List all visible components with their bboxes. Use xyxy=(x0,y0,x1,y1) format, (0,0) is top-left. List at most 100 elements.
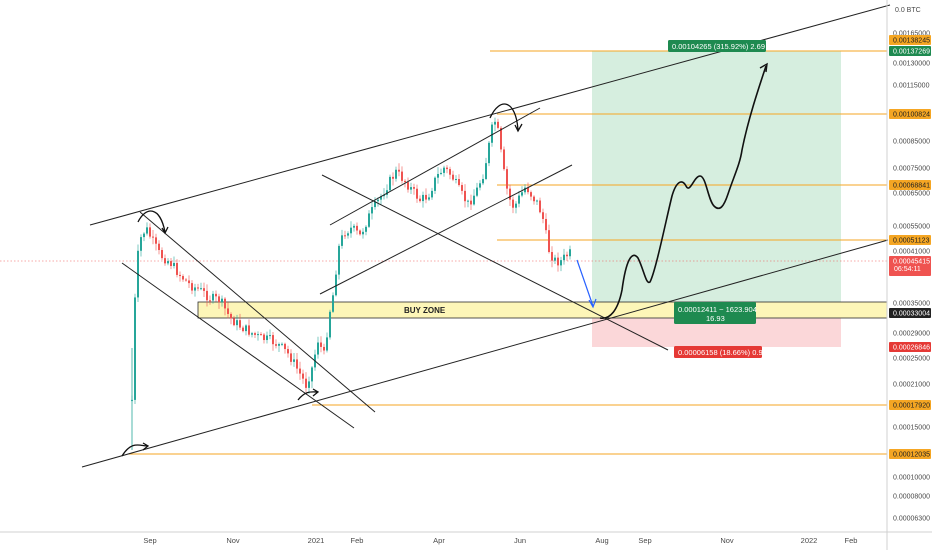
candle-body xyxy=(380,196,382,200)
candle-body xyxy=(302,373,304,379)
price-level-tag xyxy=(889,342,931,352)
candle-body xyxy=(554,257,556,261)
candle-body xyxy=(191,283,193,291)
candle-body xyxy=(272,335,274,345)
candle-body xyxy=(233,318,235,326)
price-level-value: 0.00100824 xyxy=(893,112,930,119)
candle-body xyxy=(350,227,352,234)
y-tick-label: 0.00165000 xyxy=(893,31,930,38)
candle-body xyxy=(194,287,196,291)
candle-body xyxy=(524,187,526,193)
candle-body xyxy=(326,337,328,351)
x-tick-label: Nov xyxy=(720,536,734,545)
y-tick-label: 0.00025000 xyxy=(893,356,930,363)
price-level-value: 0.00033004 xyxy=(893,311,930,318)
candle-body xyxy=(296,359,298,369)
diagonal-to-buy-zone xyxy=(321,174,669,351)
candle-body xyxy=(437,173,439,178)
candle-body xyxy=(545,218,547,231)
candle-body xyxy=(335,274,337,296)
candle-body xyxy=(374,201,376,208)
reversal-arrows xyxy=(121,103,523,457)
y-tick-label: 0.00055000 xyxy=(893,224,930,231)
price-level-value: 0.00026846 xyxy=(893,345,930,352)
candle-body xyxy=(506,169,508,189)
y-tick-label: 0.00029000 xyxy=(893,331,930,338)
candle-body xyxy=(395,169,397,179)
price-level-tag xyxy=(889,180,931,190)
candle-body xyxy=(287,349,289,354)
y-tick-label: 0.00015000 xyxy=(893,425,930,432)
y-tick-label: 0.00130000 xyxy=(893,61,930,68)
candle-body xyxy=(305,378,307,388)
candle-body xyxy=(362,231,364,235)
price-level-tag xyxy=(889,449,931,459)
candle-body xyxy=(344,235,346,237)
candle-body xyxy=(197,287,199,289)
candle-body xyxy=(200,288,202,290)
price-level-value: 0.00137269 xyxy=(893,49,930,56)
y-tick-label: 0.00115000 xyxy=(893,83,930,90)
candle-body xyxy=(293,359,295,362)
price-level-tag xyxy=(889,46,931,56)
x-tick-label: Aug xyxy=(595,536,608,545)
price-level-tag xyxy=(889,109,931,119)
x-tick-label: Nov xyxy=(226,536,240,545)
candle-body xyxy=(353,225,355,228)
candle-body xyxy=(143,233,145,238)
lower-channel-line xyxy=(81,239,889,468)
candle-body xyxy=(455,179,457,181)
price-level-tag xyxy=(889,400,931,410)
candle-body xyxy=(167,261,169,264)
candle-body xyxy=(206,290,208,301)
rising-channel-bottom xyxy=(319,164,573,295)
candle-body xyxy=(401,171,403,181)
x-tick-label: Jun xyxy=(514,536,526,545)
candle-body xyxy=(392,176,394,179)
entry-label-box xyxy=(674,302,756,324)
candle-body xyxy=(383,194,385,197)
x-tick-label: 2021 xyxy=(308,536,325,545)
bottom-arrow-1 xyxy=(121,442,150,457)
target-zone xyxy=(592,51,841,318)
candle-body xyxy=(419,198,421,202)
candle-body xyxy=(188,280,190,284)
x-tick-label: Apr xyxy=(433,536,445,545)
x-tick-label: Sep xyxy=(638,536,651,545)
price-level-tag xyxy=(889,308,931,318)
candle-body xyxy=(155,237,157,244)
candle-body xyxy=(482,178,484,184)
candle-body xyxy=(173,262,175,267)
price-level-tag xyxy=(889,256,931,276)
top-arrow-2 xyxy=(489,103,523,133)
price-level-value: 0.00017920 xyxy=(893,403,930,410)
candle-body xyxy=(500,127,502,150)
candle-body xyxy=(263,334,265,341)
y-tick-label: 0.00008000 xyxy=(893,494,930,501)
candle-body xyxy=(182,276,184,280)
candle-body xyxy=(341,235,343,246)
candle-body xyxy=(227,308,229,314)
candle-body xyxy=(185,279,187,281)
candle-body xyxy=(203,288,205,291)
rising-channel-top xyxy=(329,107,541,226)
candle-body xyxy=(434,177,436,191)
candle-body xyxy=(563,254,565,261)
candle-body xyxy=(140,237,142,251)
y-tick-label: 0.00021000 xyxy=(893,382,930,389)
buy-zone xyxy=(197,301,888,319)
candle-body xyxy=(170,261,172,267)
entry-label-1: 0.00012411 ~ 1623.904 xyxy=(678,305,757,314)
candle-body xyxy=(218,296,220,303)
candle-body xyxy=(152,236,154,238)
candle-body xyxy=(503,149,505,170)
candle-body xyxy=(458,179,460,186)
candle-body xyxy=(446,167,448,170)
candle-body xyxy=(407,182,409,190)
candle-body xyxy=(404,180,406,183)
candle-body xyxy=(560,260,562,266)
price-level-value: 0.00068841 xyxy=(893,183,930,190)
candle-body xyxy=(245,325,247,332)
candle-body xyxy=(239,320,241,328)
